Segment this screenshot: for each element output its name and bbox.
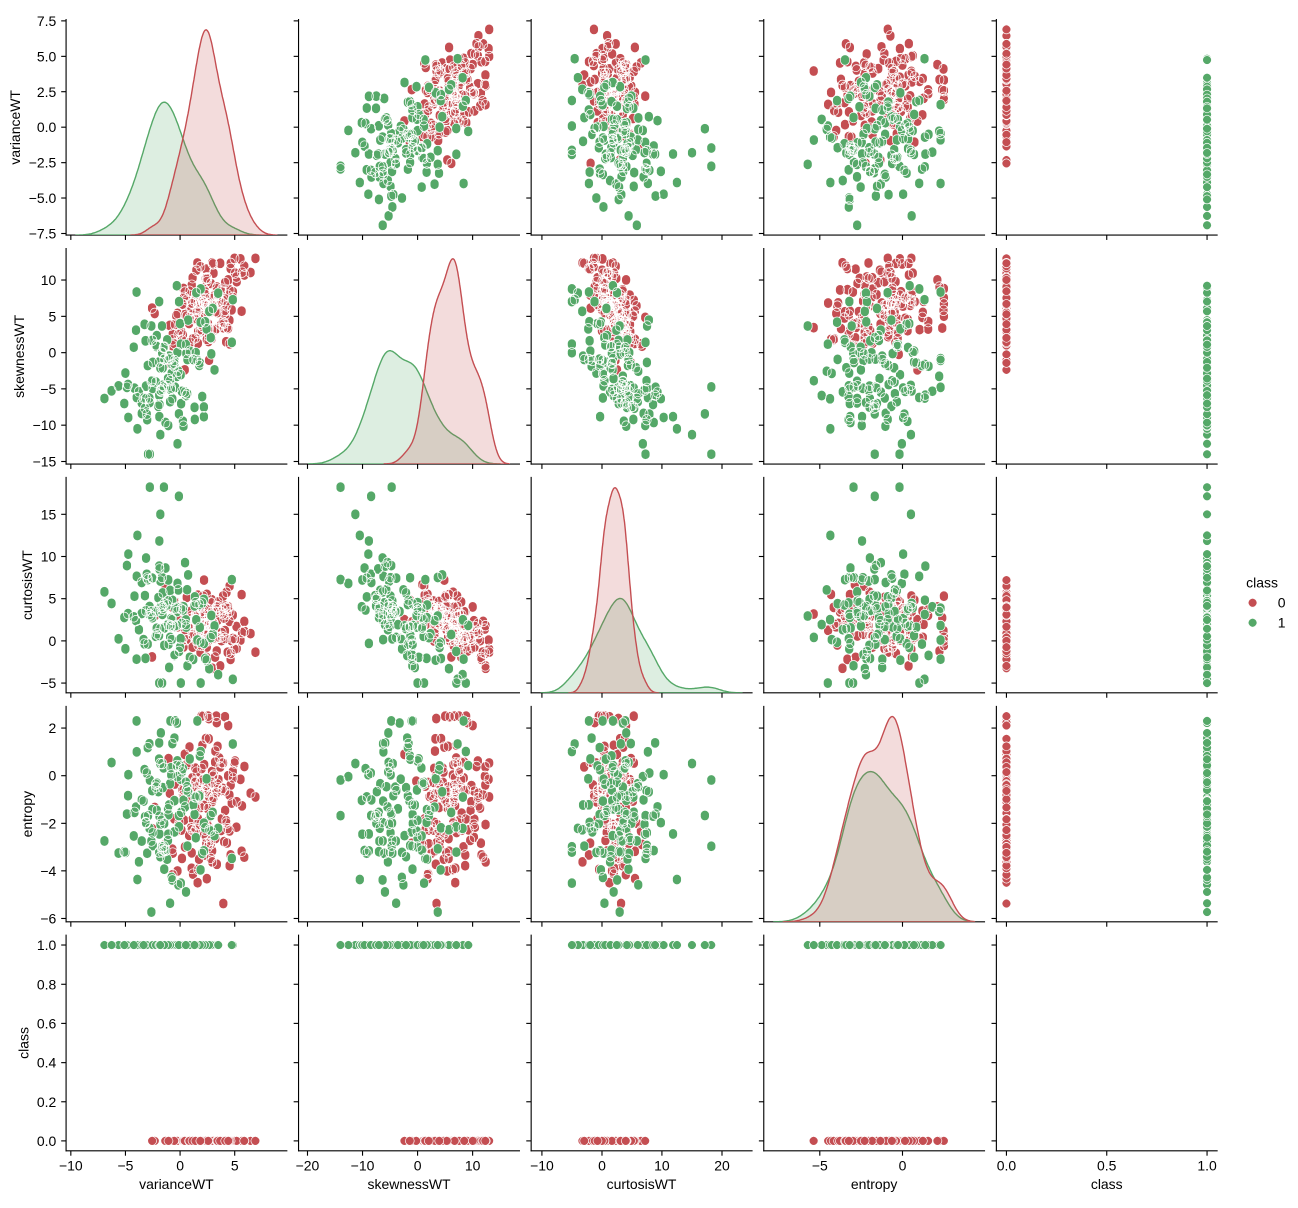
svg-text:−10: −10 <box>59 1158 83 1174</box>
svg-text:5: 5 <box>49 591 57 607</box>
svg-text:varianceWT: varianceWT <box>139 1176 214 1192</box>
svg-text:varianceWT: varianceWT <box>7 90 23 165</box>
svg-text:10: 10 <box>654 1158 670 1174</box>
svg-text:0.6: 0.6 <box>37 1016 57 1032</box>
svg-text:−5: −5 <box>812 1158 828 1174</box>
svg-text:−5.0: −5.0 <box>29 190 57 206</box>
svg-text:0: 0 <box>49 768 57 784</box>
svg-text:−10: −10 <box>530 1158 554 1174</box>
svg-text:10: 10 <box>41 549 57 565</box>
svg-text:entropy: entropy <box>19 791 35 838</box>
svg-text:−2.5: −2.5 <box>29 155 57 171</box>
svg-text:20: 20 <box>714 1158 730 1174</box>
svg-text:−2: −2 <box>40 815 56 831</box>
svg-text:entropy: entropy <box>851 1176 898 1192</box>
svg-text:−10: −10 <box>33 417 57 433</box>
svg-text:1.0: 1.0 <box>1197 1158 1217 1174</box>
svg-text:0: 0 <box>598 1158 606 1174</box>
svg-text:0.2: 0.2 <box>37 1094 57 1110</box>
svg-text:−10: −10 <box>351 1158 375 1174</box>
svg-text:0.0: 0.0 <box>37 1133 57 1149</box>
svg-text:10: 10 <box>465 1158 481 1174</box>
svg-text:−6: −6 <box>40 911 56 927</box>
svg-text:0: 0 <box>1278 595 1286 611</box>
svg-text:−7.5: −7.5 <box>29 226 57 242</box>
svg-text:7.5: 7.5 <box>37 13 57 29</box>
svg-text:−20: −20 <box>296 1158 320 1174</box>
svg-text:−4: −4 <box>40 863 56 879</box>
svg-text:−5: −5 <box>40 675 56 691</box>
svg-text:1: 1 <box>1278 615 1286 631</box>
svg-text:curtosisWT: curtosisWT <box>607 1176 677 1192</box>
svg-text:0.0: 0.0 <box>37 119 57 135</box>
svg-text:0: 0 <box>414 1158 422 1174</box>
svg-text:1.0: 1.0 <box>37 937 57 953</box>
svg-text:0.0: 0.0 <box>997 1158 1017 1174</box>
svg-text:0: 0 <box>49 633 57 649</box>
svg-text:2: 2 <box>49 720 57 736</box>
svg-text:class: class <box>1091 1176 1123 1192</box>
svg-text:0: 0 <box>49 345 57 361</box>
svg-text:15: 15 <box>41 506 57 522</box>
svg-text:skewnessWT: skewnessWT <box>11 314 27 398</box>
svg-text:0.4: 0.4 <box>37 1055 57 1071</box>
svg-text:−15: −15 <box>33 454 57 470</box>
svg-text:−5: −5 <box>40 381 56 397</box>
svg-text:0: 0 <box>899 1158 907 1174</box>
svg-text:0.8: 0.8 <box>37 976 57 992</box>
svg-text:0: 0 <box>176 1158 184 1174</box>
svg-text:curtosisWT: curtosisWT <box>19 550 35 620</box>
svg-text:class: class <box>1246 575 1278 591</box>
svg-text:5: 5 <box>49 308 57 324</box>
svg-text:−5: −5 <box>117 1158 133 1174</box>
svg-text:0.5: 0.5 <box>1097 1158 1117 1174</box>
svg-text:5: 5 <box>231 1158 239 1174</box>
svg-text:10: 10 <box>41 272 57 288</box>
svg-text:5.0: 5.0 <box>37 48 57 64</box>
svg-text:2.5: 2.5 <box>37 84 57 100</box>
svg-text:class: class <box>15 1027 31 1059</box>
svg-text:skewnessWT: skewnessWT <box>368 1176 452 1192</box>
